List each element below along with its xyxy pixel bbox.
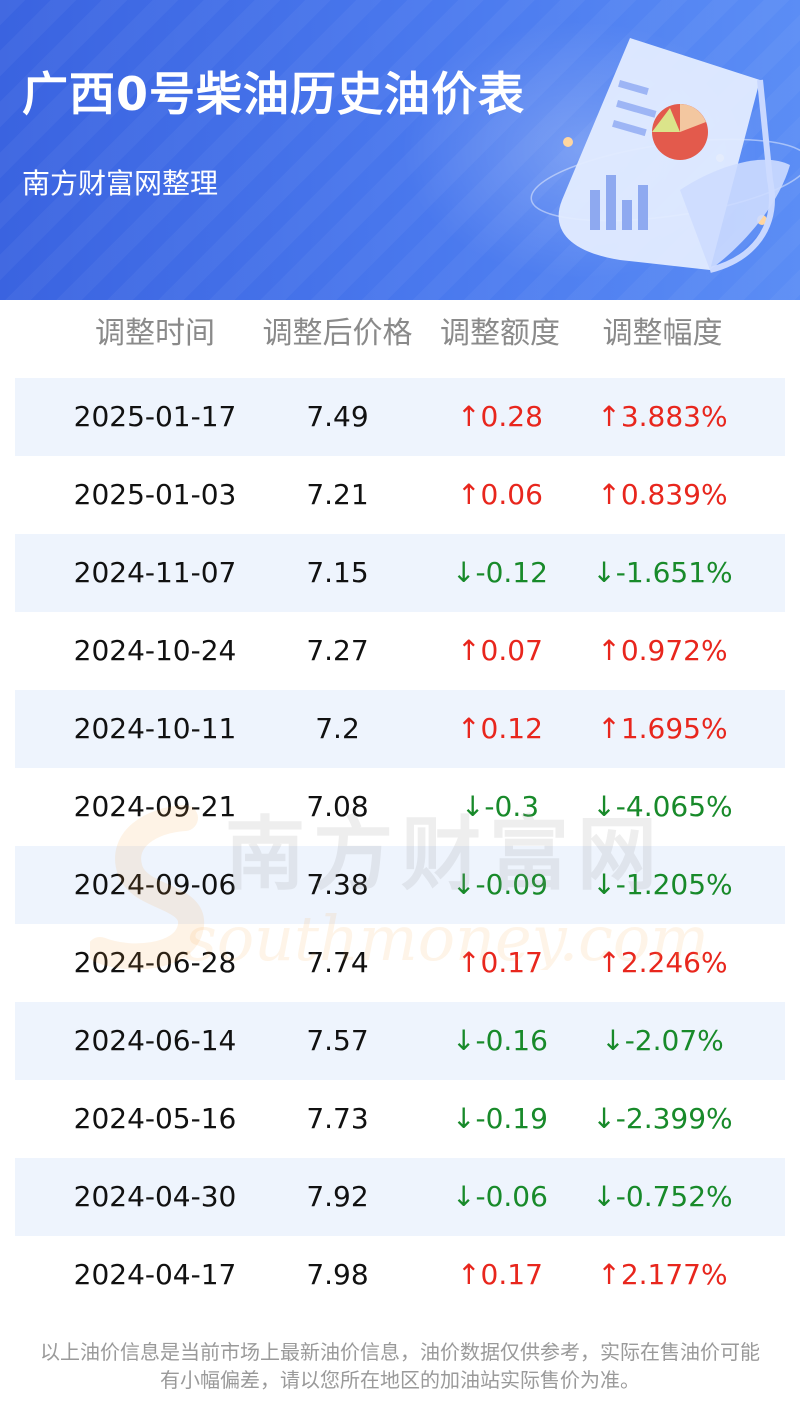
table-row: 2024-09-06 7.38 ↓-0.09 ↓-1.205% (15, 846, 785, 924)
table-row: 2024-04-17 7.98 ↑0.17 ↑2.177% (15, 1236, 785, 1314)
cell-change: ↑0.17 (457, 1258, 543, 1291)
cell-price: 7.27 (306, 634, 369, 667)
cell-price: 7.38 (306, 868, 369, 901)
cell-date: 2024-10-11 (73, 712, 237, 745)
cell-date: 2024-05-16 (73, 1102, 237, 1135)
cell-change: ↓-0.16 (452, 1024, 548, 1057)
cell-price: 7.74 (306, 946, 369, 979)
cell-date: 2025-01-03 (73, 478, 237, 511)
table-row: 2024-06-14 7.57 ↓-0.16 ↓-2.07% (15, 1002, 785, 1080)
table-row: 2025-01-17 7.49 ↑0.28 ↑3.883% (15, 378, 785, 456)
cell-date: 2024-04-17 (73, 1258, 237, 1291)
cell-change: ↑0.17 (457, 946, 543, 979)
cell-date: 2024-11-07 (73, 556, 237, 589)
cell-date: 2025-01-17 (73, 400, 237, 433)
cell-price: 7.57 (306, 1024, 369, 1057)
cell-change: ↑0.28 (457, 400, 543, 433)
cell-change: ↓-0.3 (460, 790, 540, 823)
cell-percent: ↓-2.399% (592, 1102, 733, 1135)
cell-price: 7.92 (306, 1180, 369, 1213)
cell-price: 7.49 (306, 400, 369, 433)
report-document-icon (530, 38, 800, 273)
cell-date: 2024-10-24 (73, 634, 237, 667)
table-row: 2024-05-16 7.73 ↓-0.19 ↓-2.399% (15, 1080, 785, 1158)
cell-change: ↓-0.09 (452, 868, 548, 901)
table-row: 2024-11-07 7.15 ↓-0.12 ↓-1.651% (15, 534, 785, 612)
cell-percent: ↑2.246% (597, 946, 728, 979)
column-header-date: 调整时间 (95, 316, 215, 351)
cell-change: ↓-0.12 (452, 556, 548, 589)
cell-date: 2024-06-28 (73, 946, 237, 979)
disclaimer: 以上油价信息是当前市场上最新油价信息，油价数据仅供参考，实际在售油价可能 有小幅… (0, 1338, 800, 1394)
column-header-change: 调整额度 (440, 316, 560, 351)
cell-percent: ↑1.695% (597, 712, 728, 745)
cell-change: ↑0.06 (457, 478, 543, 511)
table-row: 2024-09-21 7.08 ↓-0.3 ↓-4.065% (15, 768, 785, 846)
cell-change: ↑0.12 (457, 712, 543, 745)
cell-percent: ↑3.883% (597, 400, 728, 433)
column-header-percent: 调整幅度 (602, 316, 723, 351)
cell-percent: ↑2.177% (597, 1258, 728, 1291)
cell-price: 7.2 (315, 712, 360, 745)
table-row: 2025-01-03 7.21 ↑0.06 ↑0.839% (15, 456, 785, 534)
cell-percent: ↓-1.205% (592, 868, 733, 901)
cell-percent: ↓-0.752% (592, 1180, 733, 1213)
table-row: 2024-06-28 7.74 ↑0.17 ↑2.246% (15, 924, 785, 1002)
cell-percent: ↓-4.065% (592, 790, 733, 823)
cell-price: 7.15 (306, 556, 369, 589)
column-header-price: 调整后价格 (262, 316, 413, 351)
header-banner: 广西0号柴油历史油价表 南方财富网整理 (0, 0, 800, 300)
cell-date: 2024-09-21 (73, 790, 237, 823)
table-row: 2024-04-30 7.92 ↓-0.06 ↓-0.752% (15, 1158, 785, 1236)
page-subtitle: 南方财富网整理 (22, 167, 219, 200)
cell-percent: ↓-2.07% (601, 1024, 724, 1057)
cell-date: 2024-04-30 (73, 1180, 237, 1213)
cell-percent: ↓-1.651% (592, 556, 733, 589)
disclaimer-line-1: 以上油价信息是当前市场上最新油价信息，油价数据仅供参考，实际在售油价可能 (40, 1340, 760, 1364)
cell-price: 7.73 (306, 1102, 369, 1135)
cell-change: ↑0.07 (457, 634, 543, 667)
cell-percent: ↑0.839% (597, 478, 728, 511)
cell-date: 2024-06-14 (73, 1024, 237, 1057)
cell-date: 2024-09-06 (73, 868, 237, 901)
cell-change: ↓-0.06 (452, 1180, 548, 1213)
cell-price: 7.08 (306, 790, 369, 823)
cell-change: ↓-0.19 (452, 1102, 548, 1135)
disclaimer-line-2: 有小幅偏差，请以您所在地区的加油站实际售价为准。 (160, 1368, 640, 1392)
page-title: 广西0号柴油历史油价表 (22, 67, 526, 121)
cell-percent: ↑0.972% (597, 634, 728, 667)
table-row: 2024-10-11 7.2 ↑0.12 ↑1.695% (15, 690, 785, 768)
cell-price: 7.98 (306, 1258, 369, 1291)
cell-price: 7.21 (306, 478, 369, 511)
table-row: 2024-10-24 7.27 ↑0.07 ↑0.972% (15, 612, 785, 690)
